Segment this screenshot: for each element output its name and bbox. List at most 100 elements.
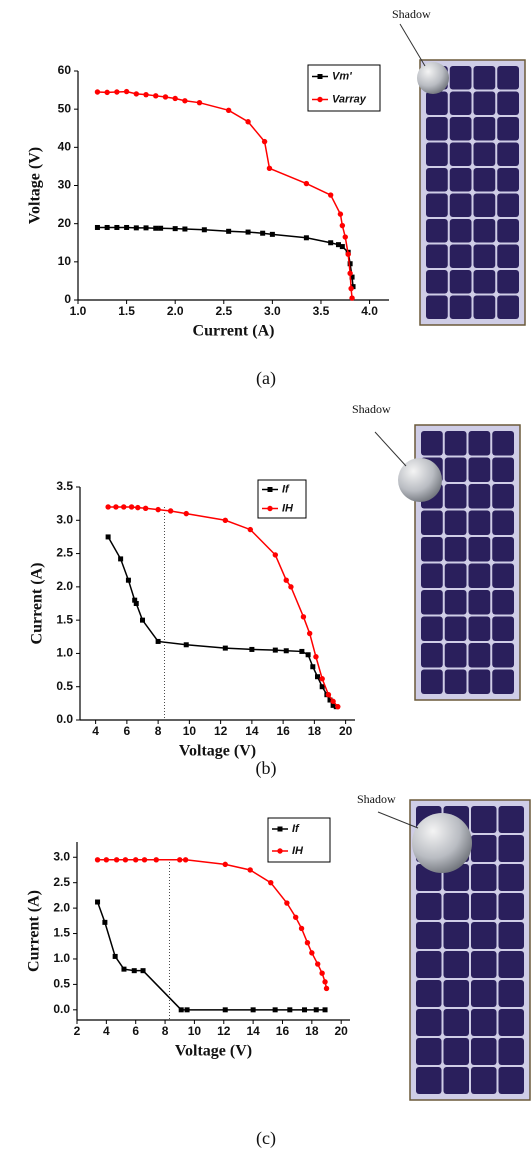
point xyxy=(113,954,118,959)
point xyxy=(330,699,335,704)
x-tick-label: 4 xyxy=(92,724,99,738)
point xyxy=(301,614,306,619)
y-tick-label: 3.5 xyxy=(56,479,73,493)
point xyxy=(345,252,350,257)
point xyxy=(319,971,324,976)
point xyxy=(287,1007,292,1012)
point xyxy=(306,652,311,657)
solar-cell xyxy=(469,564,491,589)
point xyxy=(132,968,137,973)
x-axis-title: Voltage (V) xyxy=(175,1043,252,1060)
point xyxy=(309,950,314,955)
solar-cell xyxy=(469,511,491,536)
caption: (c) xyxy=(256,1128,276,1149)
y-tick-label: 1.5 xyxy=(53,926,70,940)
point xyxy=(343,234,348,239)
x-tick-label: 1.5 xyxy=(118,304,135,318)
point xyxy=(288,584,293,589)
point xyxy=(114,89,119,94)
y-tick-label: 3.0 xyxy=(56,512,73,526)
solar-cell xyxy=(471,864,497,891)
solar-cell xyxy=(445,590,467,615)
point xyxy=(304,235,309,240)
solar-cell xyxy=(471,835,497,862)
point xyxy=(223,518,228,523)
y-tick-label: 60 xyxy=(58,63,72,77)
point xyxy=(340,223,345,228)
point xyxy=(251,1007,256,1012)
point xyxy=(182,98,187,103)
point xyxy=(315,961,320,966)
solar-cell xyxy=(416,1009,442,1036)
point xyxy=(268,880,273,885)
point xyxy=(270,232,275,237)
point xyxy=(273,552,278,557)
solar-cell xyxy=(474,270,496,294)
y-tick-label: 20 xyxy=(58,216,72,230)
solar-cell xyxy=(471,1038,497,1065)
solar-cell xyxy=(426,219,448,243)
solar-cell xyxy=(492,484,514,509)
point xyxy=(323,1007,328,1012)
x-tick-label: 14 xyxy=(246,1024,260,1038)
solar-cell xyxy=(474,194,496,218)
solar-cell xyxy=(416,1067,442,1094)
solar-cell xyxy=(445,564,467,589)
x-tick-label: 6 xyxy=(124,724,131,738)
legend-label: Varray xyxy=(332,93,367,105)
solar-cell xyxy=(444,1067,470,1094)
caption: (a) xyxy=(256,368,276,389)
point xyxy=(124,89,129,94)
point xyxy=(144,225,149,230)
point xyxy=(284,900,289,905)
solar-cell xyxy=(497,270,519,294)
solar-cell xyxy=(497,66,519,90)
solar-cell xyxy=(499,835,525,862)
point xyxy=(172,96,177,101)
solar-cell xyxy=(445,431,467,456)
solar-cell xyxy=(497,245,519,269)
point xyxy=(249,647,254,652)
point xyxy=(197,100,202,105)
y-tick-label: 50 xyxy=(58,101,72,115)
annotation: Shadow xyxy=(357,792,396,806)
solar-cell xyxy=(421,431,443,456)
legend-marker xyxy=(317,97,322,102)
point xyxy=(126,578,131,583)
solar-cell xyxy=(445,458,467,483)
annotation-arrow xyxy=(400,24,425,66)
solar-cell xyxy=(474,92,496,116)
x-tick-label: 8 xyxy=(162,1024,169,1038)
point xyxy=(324,986,329,991)
point xyxy=(184,511,189,516)
y-tick-label: 0.0 xyxy=(53,1002,70,1016)
solar-cell xyxy=(497,143,519,167)
point xyxy=(141,968,146,973)
solar-cell xyxy=(497,168,519,192)
solar-cell xyxy=(416,1038,442,1065)
solar-cell xyxy=(421,564,443,589)
point xyxy=(123,857,128,862)
annotation-arrow xyxy=(375,432,406,466)
point xyxy=(163,94,168,99)
point xyxy=(140,618,145,623)
y-axis-title: Current (A) xyxy=(29,563,46,645)
solar-cell xyxy=(421,617,443,642)
y-tick-label: 3.0 xyxy=(53,849,70,863)
point xyxy=(183,857,188,862)
y-tick-label: 0 xyxy=(64,292,71,306)
point xyxy=(248,527,253,532)
point xyxy=(335,704,340,709)
solar-cell xyxy=(450,219,472,243)
solar-cell xyxy=(497,219,519,243)
point xyxy=(143,506,148,511)
y-tick-label: 10 xyxy=(58,254,72,268)
y-tick-label: 0.5 xyxy=(56,679,73,693)
solar-cell xyxy=(416,922,442,949)
solar-cell xyxy=(445,617,467,642)
solar-cell xyxy=(450,270,472,294)
point xyxy=(105,504,110,509)
solar-cell xyxy=(471,980,497,1007)
solar-cell xyxy=(469,431,491,456)
x-tick-label: 10 xyxy=(188,1024,202,1038)
